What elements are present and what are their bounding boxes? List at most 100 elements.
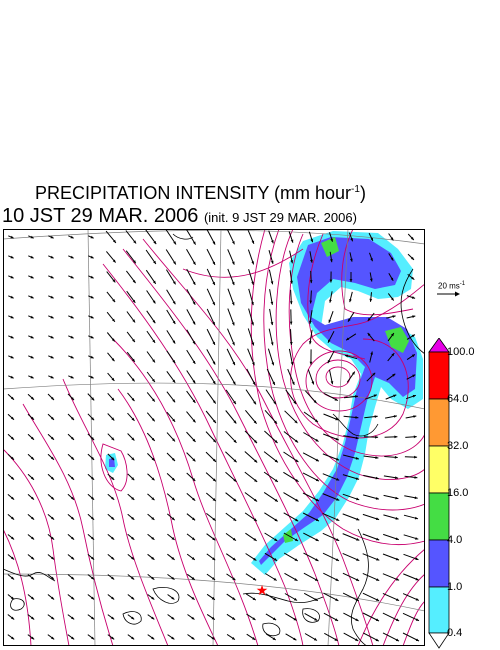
contour-line — [382, 573, 425, 646]
colorbar-label: 16.0 — [447, 487, 469, 499]
wind-vector-head — [11, 596, 15, 600]
colorbar-label: 0.4 — [447, 627, 463, 639]
wind-vector-head — [233, 420, 237, 424]
wind-vector-head — [10, 396, 14, 400]
wind-vector-head — [191, 537, 195, 541]
wind-vector-head — [51, 536, 55, 540]
wind-vector-shaft — [303, 532, 319, 542]
wind-vector-shaft — [284, 410, 298, 424]
wind-vector-head — [173, 261, 176, 265]
wind-vector-head — [112, 259, 116, 263]
wind-vector-head — [233, 459, 237, 463]
wind-vector-head — [30, 416, 34, 420]
wind-vector-head — [111, 377, 115, 381]
wind-vector-shaft — [206, 328, 216, 346]
wind-vector-head — [335, 417, 339, 421]
colorbar-bottom-triangle — [428, 632, 450, 649]
wind-vector-head — [393, 415, 397, 418]
wind-vector-head — [395, 578, 400, 581]
valid-time: 10 JST 29 MAR. 2006 — [2, 205, 199, 227]
wind-vector-head — [90, 235, 94, 239]
wind-vector-head — [293, 597, 298, 601]
wind-vector-shaft — [342, 513, 360, 521]
wind-vector-head — [310, 239, 314, 243]
wind-vector-head — [295, 479, 299, 482]
wind-vector-head — [349, 279, 353, 282]
wind-vector-head — [10, 375, 14, 379]
wind-vector-head — [390, 257, 394, 261]
wind-vector-head — [415, 537, 419, 540]
wind-vector-head — [252, 577, 257, 581]
wind-vector-head — [274, 420, 277, 424]
wind-vector-head — [152, 359, 155, 363]
coastline — [152, 586, 180, 604]
wind-vector-head — [395, 517, 399, 520]
wind-vector-head — [131, 636, 135, 640]
wind-vector-shaft — [206, 288, 216, 306]
contour-line — [117, 388, 219, 646]
wind-vector-head — [289, 321, 293, 325]
wind-vector-shaft — [322, 512, 340, 522]
colorbar-label: 1.0 — [447, 581, 463, 593]
wind-vector-head — [270, 281, 274, 285]
wind-vector-head — [71, 397, 74, 401]
wind-vector-head — [252, 381, 256, 385]
wind-vector-head — [314, 419, 318, 422]
wind-vector-head — [111, 536, 115, 540]
colorbar-segment — [428, 539, 450, 588]
wind-vector-shaft — [342, 592, 360, 602]
coastline — [242, 592, 324, 604]
wind-vector-head — [251, 322, 254, 326]
wind-vector-head — [315, 458, 319, 462]
wind-vector-head — [232, 342, 235, 346]
wind-vector-head — [330, 381, 334, 385]
wind-vector-head — [152, 320, 156, 324]
contour-line — [142, 238, 374, 646]
wind-vector-head — [291, 381, 295, 385]
wind-vector-head — [172, 281, 176, 285]
wind-vector-head — [171, 517, 175, 521]
wind-vector-head — [131, 358, 135, 362]
precip-spot-west-core — [109, 458, 115, 467]
contour-line — [3, 528, 32, 646]
wind-vector-head — [211, 577, 216, 580]
wind-vector-head — [112, 299, 116, 303]
chart-subtitle: 10 JST 29 MAR. 2006 (init. 9 JST 29 MAR.… — [2, 205, 357, 228]
wind-vector-head — [294, 578, 298, 581]
wind-vector-head — [192, 478, 196, 481]
wind-vector-shaft — [302, 472, 320, 482]
wind-vector-head — [375, 618, 379, 621]
wind-vector-head — [132, 280, 136, 284]
wind-vector-shaft — [342, 493, 360, 501]
wind-vector-head — [290, 239, 294, 243]
wind-vector-head — [152, 339, 156, 343]
wind-vector-head — [293, 637, 297, 641]
wind-vector-head — [10, 335, 14, 339]
wind-vector-shaft — [322, 552, 340, 562]
wind-vector-head — [311, 381, 315, 385]
low-center-contour — [315, 359, 361, 399]
wind-vector-head — [309, 320, 312, 324]
wind-vector-shaft — [322, 532, 340, 542]
wind-vector-head — [71, 496, 75, 500]
wind-vector-head — [295, 518, 299, 522]
wind-vector-head — [71, 576, 75, 580]
wind-vector-head — [336, 518, 340, 521]
wind-vector-shaft — [186, 288, 196, 306]
wind-vector-shaft — [206, 248, 216, 266]
wind-vector-head — [173, 241, 176, 245]
wind-vector-shaft — [247, 348, 255, 366]
wind-vector-head — [395, 557, 399, 561]
wind-vector-shaft — [342, 552, 360, 562]
wind-vector-head — [172, 379, 176, 383]
wind-vector-shaft — [186, 309, 196, 325]
wind-vector-head — [111, 338, 115, 342]
colorbar-label: 100.0 — [447, 346, 475, 358]
chart-title: PRECIPITATION INTENSITY (mm hour-1) — [35, 183, 366, 204]
wind-vector-head — [191, 636, 195, 640]
wind-vector-head — [172, 360, 176, 364]
wind-vector-head — [335, 558, 339, 561]
wind-vector-head — [50, 275, 54, 279]
wind-vector-head — [70, 375, 74, 379]
wind-vector-head — [314, 578, 319, 581]
